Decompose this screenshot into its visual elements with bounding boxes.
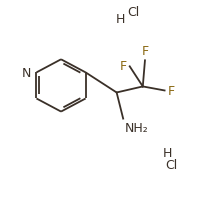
Text: F: F — [141, 45, 148, 58]
Text: N: N — [22, 67, 31, 79]
Text: NH₂: NH₂ — [124, 121, 148, 134]
Text: H: H — [162, 147, 172, 159]
Text: F: F — [119, 60, 126, 72]
Text: Cl: Cl — [128, 6, 140, 18]
Text: F: F — [168, 85, 175, 97]
Text: H: H — [116, 13, 125, 25]
Text: Cl: Cl — [166, 159, 178, 171]
